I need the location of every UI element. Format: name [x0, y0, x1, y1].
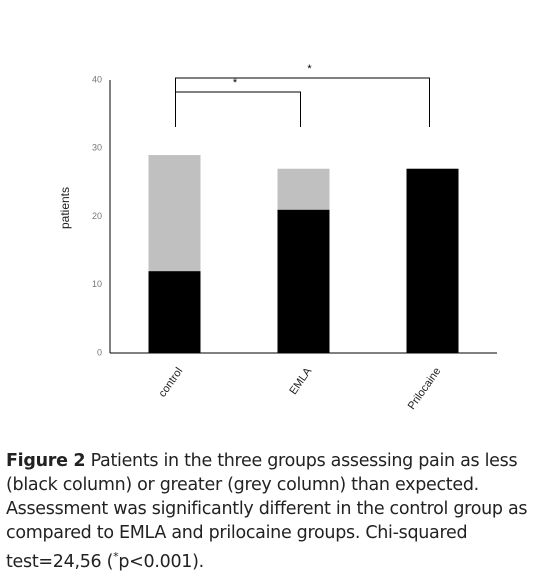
significance-label: *	[307, 63, 312, 75]
y-tick-label: 10	[92, 279, 102, 289]
caption-label: Figure 2	[6, 451, 86, 471]
y-tick-label: 0	[97, 347, 102, 357]
caption-text: Patients in the three groups assessing p…	[6, 451, 528, 572]
significance-bracket	[175, 77, 430, 127]
bar-segment	[277, 209, 330, 353]
chart: patients 0 10 20 30 40 control EMLA Prilocaine *…	[58, 63, 497, 412]
x-tick-label: control	[157, 366, 186, 400]
bar-segment	[148, 155, 201, 272]
caption-end: p<0.001).	[118, 551, 204, 572]
y-tick-label: 30	[92, 143, 102, 153]
y-tick-label: 20	[92, 211, 102, 221]
x-tick-label: EMLA	[287, 365, 314, 397]
x-tick-label: Prilocaine	[406, 366, 444, 412]
significance-label: *	[233, 77, 238, 89]
significance-bracket	[175, 91, 301, 127]
bar-segment	[406, 168, 459, 353]
bar-segment	[148, 271, 201, 353]
caption: Figure 2 Patients in the three groups as…	[6, 449, 538, 574]
y-axis-label: patients	[58, 187, 72, 229]
y-tick-label: 40	[92, 74, 102, 84]
caption-sup: *	[113, 550, 119, 563]
bar-segment	[277, 168, 330, 210]
